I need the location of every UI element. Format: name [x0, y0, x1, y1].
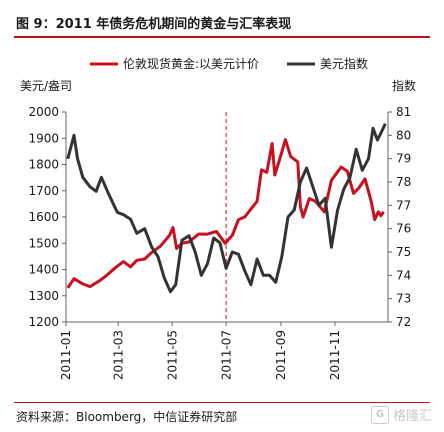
right-tick-label: 73 [396, 292, 411, 306]
right-tick-label: 75 [396, 245, 411, 259]
left-axis-title: 美元/盎司 [20, 79, 72, 93]
watermark-text: 格隆汇 [392, 409, 432, 424]
right-tick-label: 78 [396, 175, 411, 189]
right-tick-label: 76 [396, 222, 411, 236]
right-axis-title: 指数 [392, 78, 416, 93]
series-line-gold [66, 138, 385, 289]
source-note: 资料来源：Bloomberg，中信证券研究部 [16, 410, 238, 424]
left-tick-label: 1800 [28, 158, 59, 172]
source-divider [14, 402, 430, 403]
left-tick-label: 1300 [28, 289, 59, 303]
left-tick-label: 2000 [28, 105, 59, 119]
right-tick-label: 72 [396, 315, 411, 329]
x-tick-label: 2011-11 [328, 330, 342, 380]
right-tick-label: 79 [396, 152, 411, 166]
left-tick-label: 1700 [28, 184, 59, 198]
right-tick-label: 80 [396, 128, 411, 142]
right-tick-label: 74 [396, 268, 411, 282]
series-line-usd [66, 123, 387, 294]
left-tick-label: 1400 [28, 263, 59, 277]
x-tick-label: 2011-03 [111, 330, 125, 380]
watermark-logo-icon: G [370, 405, 389, 424]
right-tick-label: 77 [396, 198, 411, 212]
left-tick-label: 1500 [28, 236, 59, 250]
figure-title: 图 9：2011 年债务危机期间的黄金与汇率表现 [16, 17, 292, 32]
watermark: G 格隆汇 [370, 405, 432, 424]
right-tick-label: 81 [396, 105, 411, 119]
x-tick-label: 2011-07 [219, 330, 233, 380]
x-tick-label: 2011-05 [165, 330, 179, 380]
x-tick-label: 2011-01 [59, 330, 73, 380]
left-tick-label: 1600 [28, 210, 59, 224]
line-chart: 1200 1300 1400 1500 1600 1700 1800 1900 2000 72 73… [20, 56, 416, 380]
chart-area: 1200 1300 1400 1500 1600 1700 1800 1900 2000 72 73… [0, 40, 444, 402]
figure-title-bar: 图 9：2011 年债务危机期间的黄金与汇率表现 [14, 10, 430, 38]
legend-label-gold: 伦敦现货黄金:以美元计价 [123, 56, 259, 71]
x-tick-label: 2011-09 [274, 330, 288, 380]
left-tick-label: 1200 [28, 315, 59, 329]
legend-label-usd: 美元指数 [320, 56, 368, 71]
left-tick-label: 1900 [28, 131, 59, 145]
